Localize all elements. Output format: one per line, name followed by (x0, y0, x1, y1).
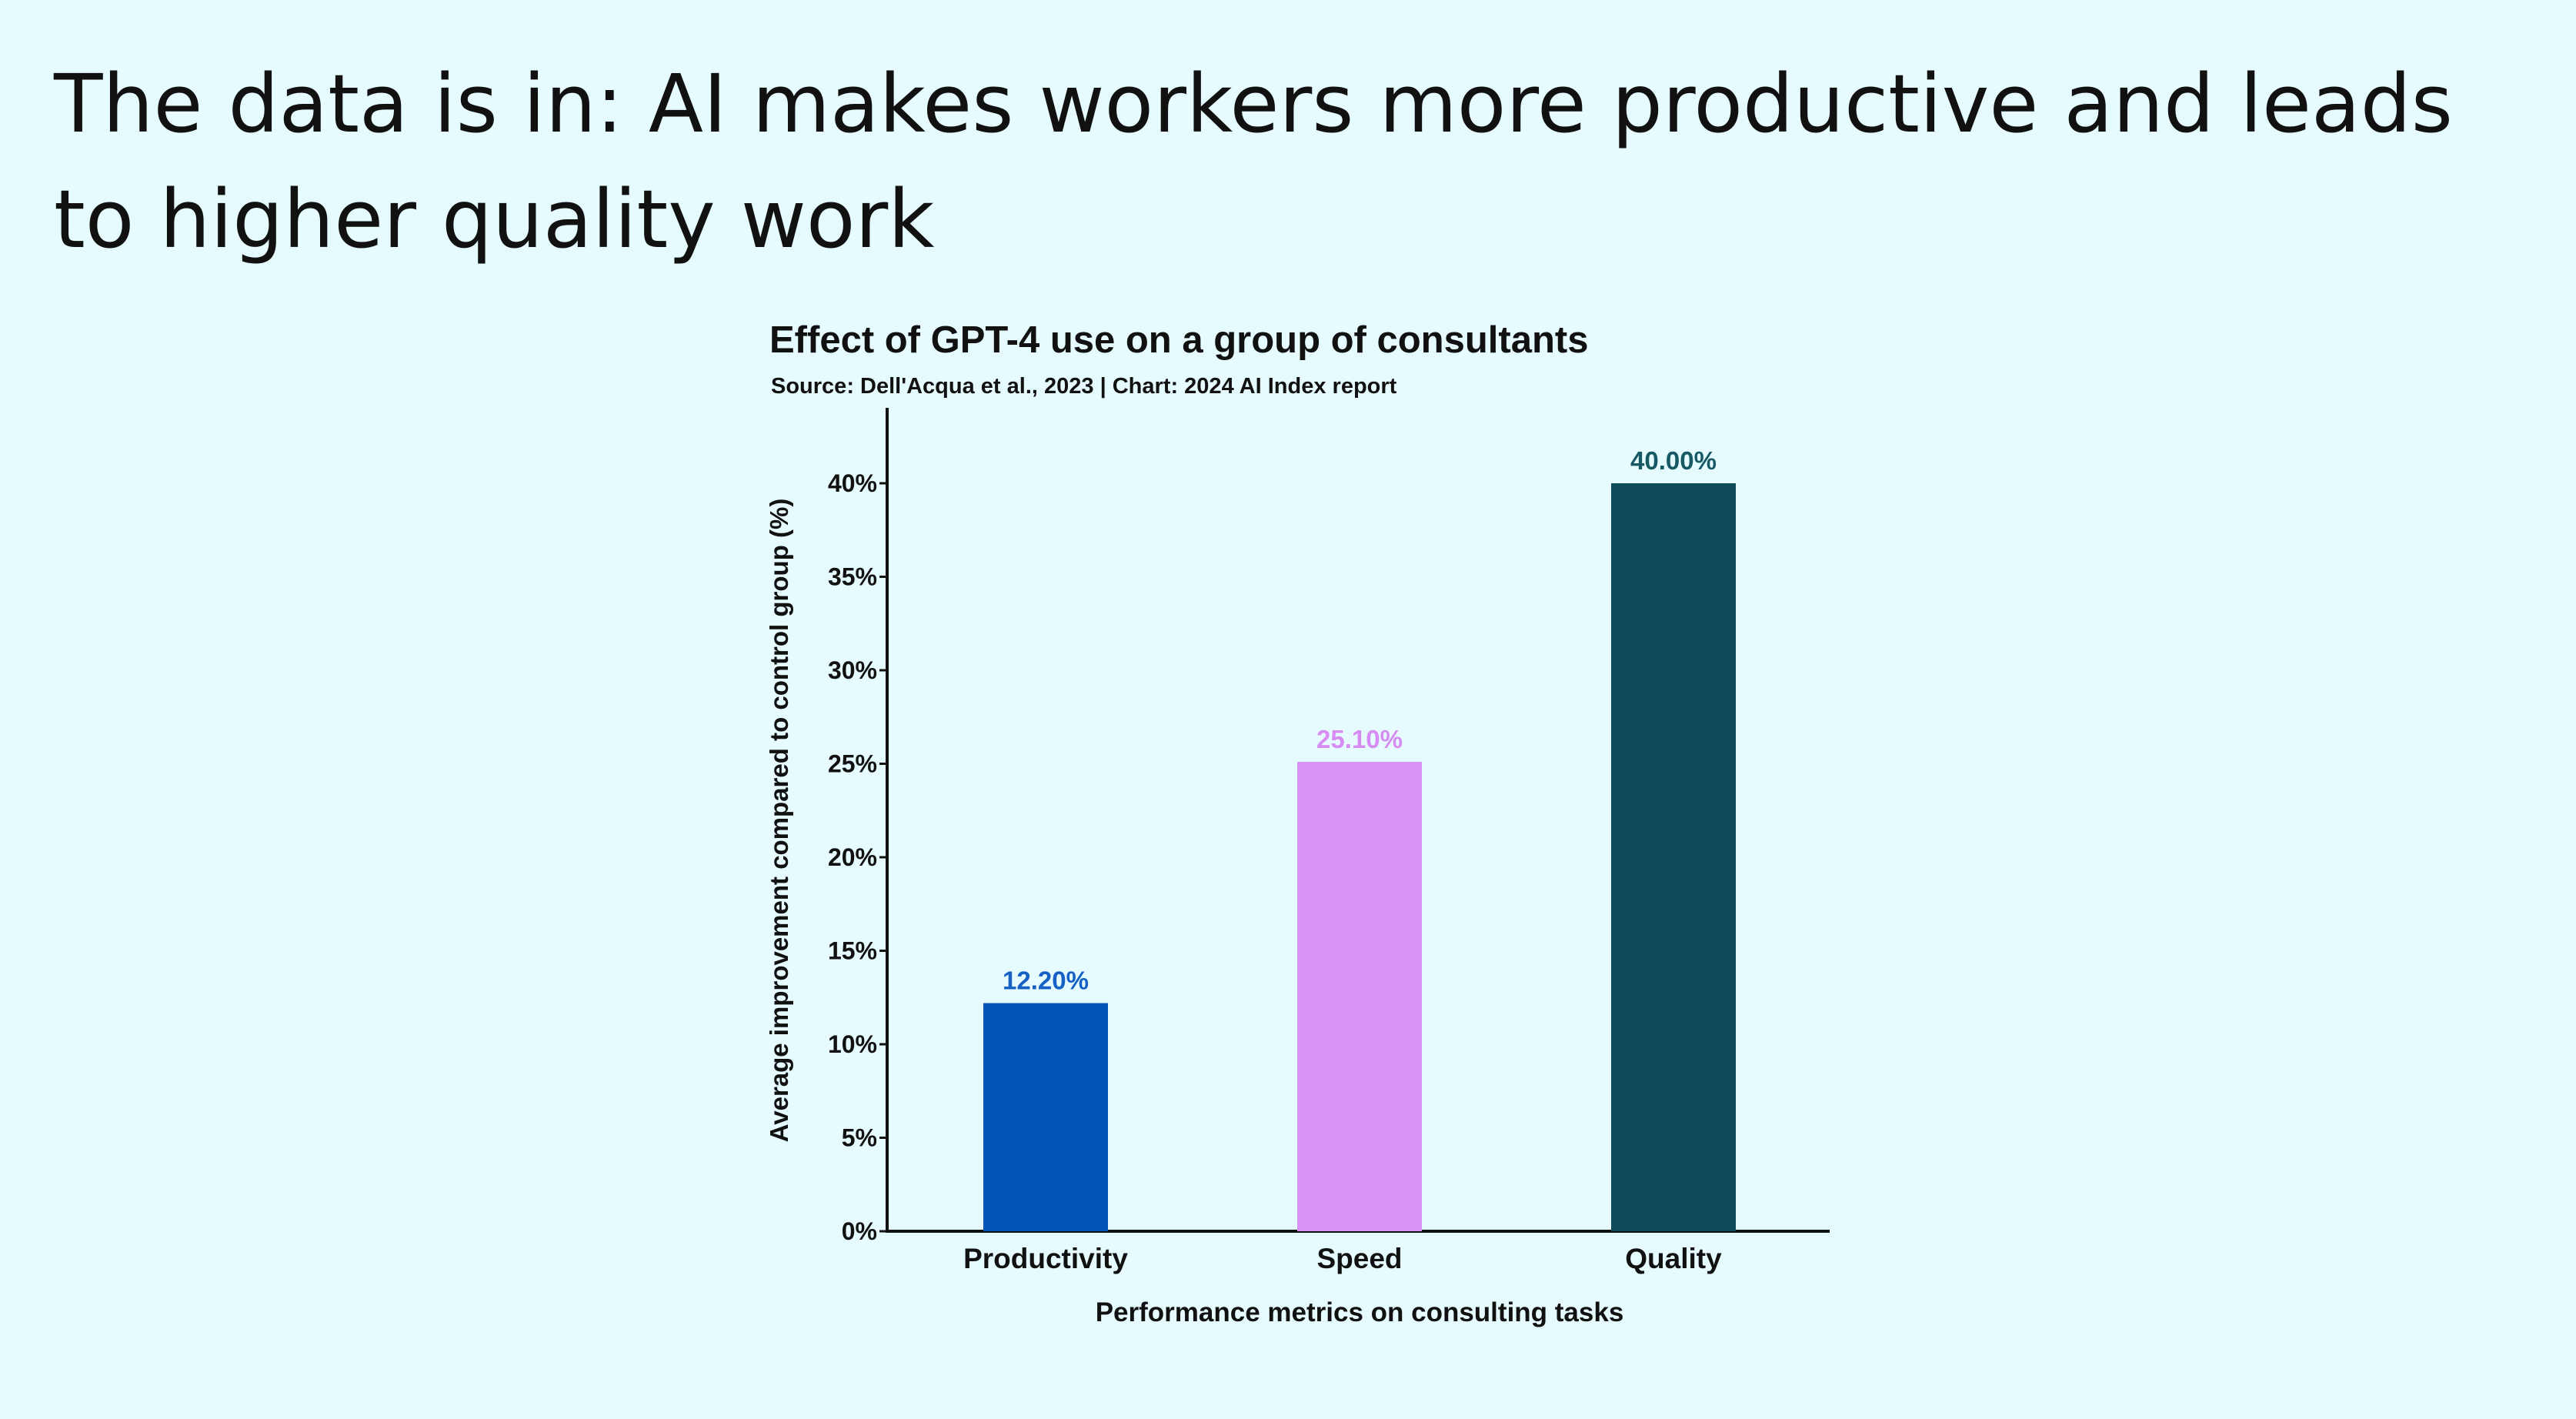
bar-data-label: 25.10% (1316, 725, 1403, 753)
x-tick-label: Productivity (963, 1243, 1128, 1274)
bar-data-label: 12.20% (1003, 967, 1089, 995)
bar-data-labels: 12.20% 25.10% 40.00% (1003, 446, 1717, 995)
y-tick-label: 0% (842, 1217, 877, 1245)
bars (983, 483, 1736, 1231)
y-tick-label: 40% (828, 469, 877, 497)
slide-title: The data is in: AI makes workers more pr… (54, 57, 2453, 266)
x-tick-label: Quality (1625, 1243, 1722, 1274)
plot-area: 0% 5% 10% 15% 20% 25% 30% 35% 40% 12.20% 25.10% 40… (828, 408, 1830, 1274)
y-axis-ticks: 0% 5% 10% 15% 20% 25% 30% 35% 40% (828, 469, 887, 1245)
y-tick-label: 30% (828, 656, 877, 684)
x-axis-label: Performance metrics on consulting tasks (1096, 1297, 1624, 1327)
bar-productivity (983, 1003, 1108, 1231)
y-tick-label: 5% (842, 1124, 877, 1152)
x-axis-ticks: Productivity Speed Quality (963, 1243, 1722, 1274)
bar-quality (1611, 483, 1736, 1231)
y-tick-label: 15% (828, 937, 877, 965)
chart-source: Source: Dell'Acqua et al., 2023 | Chart:… (771, 374, 1397, 399)
y-tick-label: 35% (828, 563, 877, 591)
bar-speed (1297, 762, 1422, 1231)
x-tick-label: Speed (1316, 1243, 1402, 1274)
y-tick-label: 10% (828, 1030, 877, 1058)
bar-data-label: 40.00% (1630, 446, 1717, 475)
y-axis-label: Average improvement compared to control … (765, 499, 793, 1143)
chart-title: Effect of GPT-4 use on a group of consul… (769, 319, 1589, 361)
y-tick-label: 25% (828, 750, 877, 778)
y-tick-label: 20% (828, 843, 877, 871)
